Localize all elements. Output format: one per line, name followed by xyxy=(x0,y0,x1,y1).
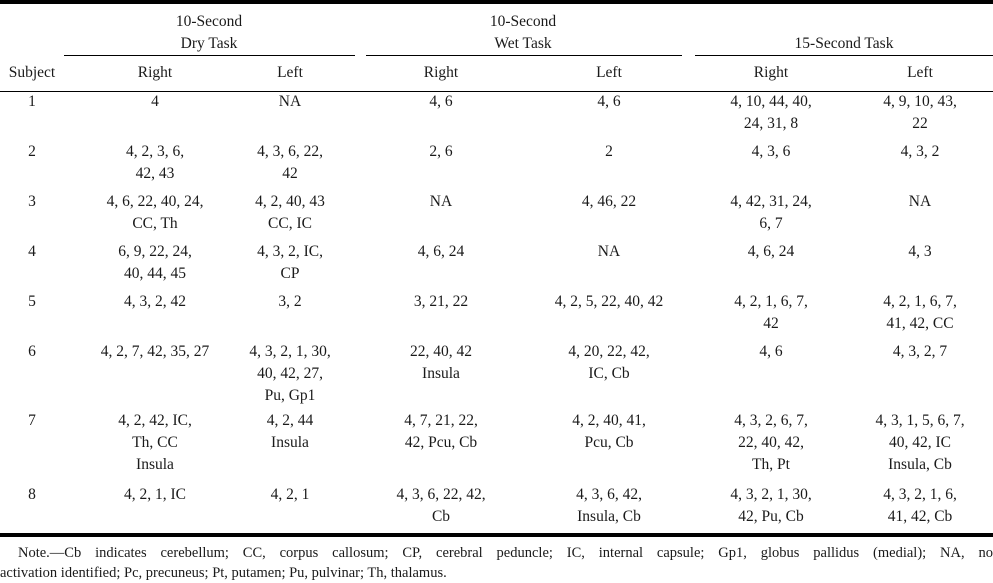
table-cell: 4, 3, 2, 6, 7, 22, 40, 42, Th, Pt xyxy=(734,412,808,473)
table-cell: 4, 2, 1, 6, 7, 41, 42, CC xyxy=(883,293,957,332)
table-cell: 4, 6 xyxy=(597,93,621,110)
table-cell: 4, 2, 40, 41, Pcu, Cb xyxy=(572,412,646,451)
table-cell: 4, 2, 44 Insula xyxy=(266,412,314,451)
table-cell: 4, 3, 2, 1, 30, 42, Pu, Cb xyxy=(730,486,812,525)
table-cell: 3, 21, 22 xyxy=(413,293,469,310)
table-cell: 4, 3, 1, 5, 6, 7, 40, 42, IC Insula, Cb xyxy=(875,412,965,473)
table-cell: 4, 3, 2, 7 xyxy=(892,343,948,360)
table-cell: 4, 2, 1, IC xyxy=(124,486,186,503)
table-cell: 4, 6, 24 xyxy=(417,243,465,260)
subject-cell: 1 xyxy=(28,93,36,110)
table-cell: 4, 3, 2, 1, 6, 41, 42, Cb xyxy=(883,486,957,525)
table-cell: 4, 2, 3, 6, 42, 43 xyxy=(125,143,185,182)
table-cell: 4, 2, 40, 43 CC, IC xyxy=(255,193,325,232)
table-note: Note.—Cb indicates cerebellum; CC, corpu… xyxy=(0,543,993,583)
table-cell: 4, 9, 10, 43, 22 xyxy=(883,93,957,132)
table-cell: 4, 6, 24 xyxy=(747,243,795,260)
table-cell: 4, 3, 2 xyxy=(900,143,940,160)
table-cell: 4, 6, 22, 40, 24, CC, Th xyxy=(106,193,204,232)
table-cell: 4, 3 xyxy=(908,243,932,260)
column-group-header: 15-Second Task xyxy=(794,35,894,52)
table-cell: 4, 3, 2, IC, CP xyxy=(257,243,323,282)
note-line-2: activation identified; Pc, precuneus; Pt… xyxy=(0,565,447,581)
subject-cell: 5 xyxy=(28,293,36,310)
table-cell: 4, 46, 22 xyxy=(581,193,637,210)
column-subheader: Left xyxy=(277,64,303,81)
table-cell: NA xyxy=(429,193,453,210)
group-underline-dry xyxy=(64,55,355,56)
group-underline-15s xyxy=(695,55,993,56)
table-cell: 4, 2, 1 xyxy=(270,486,310,503)
subject-cell: 8 xyxy=(28,486,36,503)
subject-header: Subject xyxy=(8,64,56,81)
table-cell: 4, 20, 22, 42, IC, Cb xyxy=(568,343,650,382)
table-cell: 4, 2, 1, 6, 7, 42 xyxy=(734,293,808,332)
table-cell: 22, 40, 42 Insula xyxy=(410,343,472,382)
column-group-header: 10-Second Dry Task xyxy=(175,13,243,52)
table-cell: 4, 6 xyxy=(759,343,783,360)
group-underline-wet xyxy=(366,55,682,56)
column-subheader: Right xyxy=(753,64,789,81)
table-cell: 4, 2, 42, IC, Th, CC Insula xyxy=(118,412,192,473)
column-subheader: Left xyxy=(907,64,933,81)
subject-cell: 3 xyxy=(28,193,36,210)
table-cell: 6, 9, 22, 24, 40, 44, 45 xyxy=(118,243,192,282)
table-cell: 2, 6 xyxy=(429,143,453,160)
header-rule xyxy=(0,91,993,92)
table-cell: 4, 3, 2, 1, 30, 40, 42, 27, Pu, Gp1 xyxy=(249,343,331,404)
table-cell: 4, 3, 6 xyxy=(751,143,791,160)
table-cell: NA xyxy=(278,93,302,110)
note-line-1: Note.—Cb indicates cerebellum; CC, corpu… xyxy=(18,545,993,561)
subject-cell: 4 xyxy=(28,243,36,260)
table-bottom-rule xyxy=(0,533,993,537)
table-cell: 4, 3, 6, 22, 42 xyxy=(257,143,323,182)
subject-cell: 2 xyxy=(28,143,36,160)
table-cell: 4, 3, 6, 42, Insula, Cb xyxy=(576,486,642,525)
column-subheader: Left xyxy=(596,64,622,81)
table-cell: 4, 3, 2, 42 xyxy=(124,293,186,310)
table-cell: 4, 10, 44, 40, 24, 31, 8 xyxy=(730,93,812,132)
table-cell: 3, 2 xyxy=(278,293,302,310)
column-subheader: Right xyxy=(137,64,173,81)
table-cell: 2 xyxy=(605,143,613,160)
table-cell: 4, 7, 21, 22, 42, Pcu, Cb xyxy=(404,412,478,451)
column-subheader: Right xyxy=(423,64,459,81)
column-group-header: 10-Second Wet Task xyxy=(489,13,557,52)
table-cell: 4 xyxy=(151,93,159,110)
table-cell: 4, 2, 5, 22, 40, 42 xyxy=(554,293,664,310)
table-cell: NA xyxy=(597,243,621,260)
table-cell: NA xyxy=(908,193,932,210)
table-cell: 4, 2, 7, 42, 35, 27 xyxy=(100,343,210,360)
table-cell: 4, 6 xyxy=(429,93,453,110)
table-top-rule xyxy=(0,0,993,4)
subject-cell: 6 xyxy=(28,343,36,360)
table-cell: 4, 3, 6, 22, 42, Cb xyxy=(396,486,486,525)
table-cell: 4, 42, 31, 24, 6, 7 xyxy=(730,193,812,232)
subject-cell: 7 xyxy=(28,412,36,429)
